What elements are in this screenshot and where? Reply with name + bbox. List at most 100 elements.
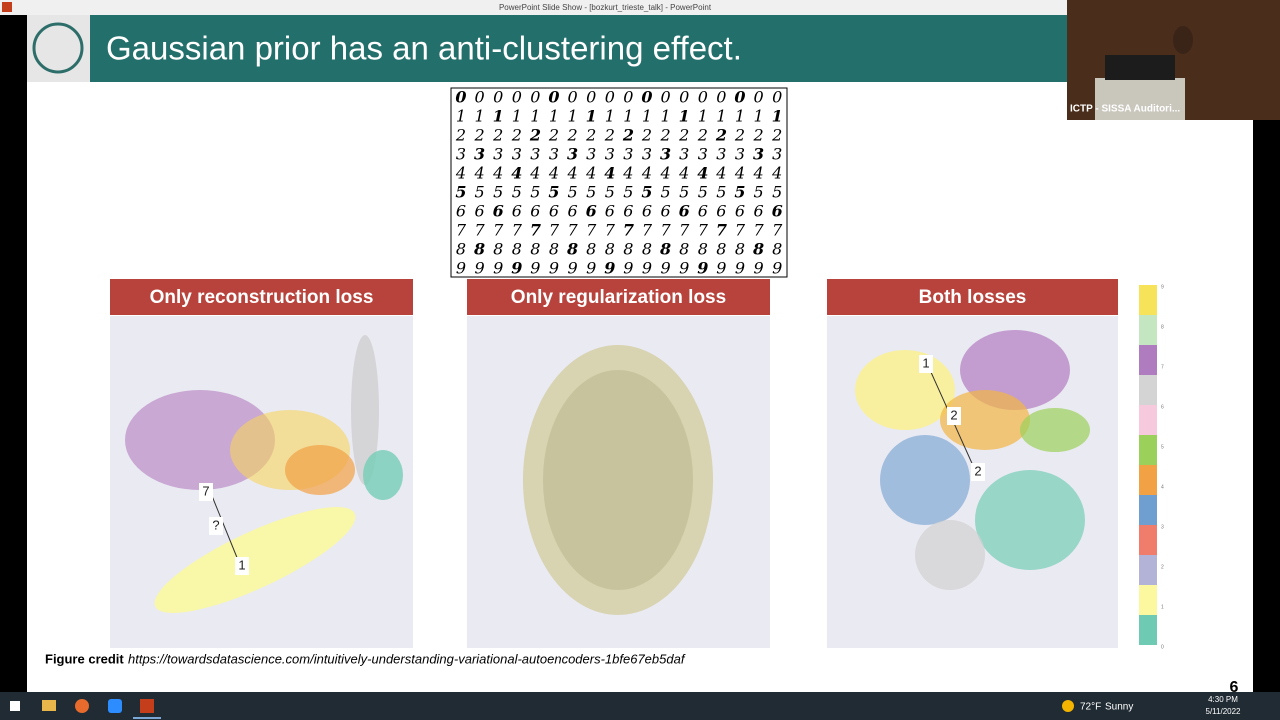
digit: 6: [623, 202, 633, 221]
digit: 1: [716, 107, 726, 126]
digit: 9: [716, 259, 726, 278]
digit: 4: [604, 164, 615, 183]
logo: [32, 22, 84, 74]
colorbar: [1139, 285, 1157, 645]
digit: 3: [679, 145, 689, 164]
digit: 0: [586, 88, 596, 107]
digit: 5: [493, 183, 503, 202]
panel-title: Only reconstruction loss: [150, 287, 374, 308]
colorbar-label: 9: [1161, 284, 1164, 290]
digit: 3: [474, 145, 485, 164]
title-bar: [90, 15, 1067, 82]
digit: 8: [659, 240, 671, 259]
digit: 8: [772, 240, 782, 259]
digit: 5: [548, 183, 559, 202]
digit: 6: [456, 202, 466, 221]
cluster: [1020, 408, 1090, 452]
digit: 5: [568, 183, 578, 202]
digit: 7: [772, 221, 783, 240]
digit: 1: [754, 107, 764, 126]
digit: 9: [754, 259, 764, 278]
digit: 5: [679, 183, 689, 202]
digit: 5: [623, 183, 633, 202]
monitor: [1105, 55, 1175, 80]
digit: 4: [641, 164, 652, 183]
digit: 0: [716, 88, 726, 107]
digit: 8: [530, 240, 540, 259]
annotation-box: [209, 517, 223, 535]
digit: 1: [456, 107, 466, 126]
panel-header: [827, 279, 1118, 315]
colorbar-label: 0: [1161, 644, 1164, 650]
digit: 2: [622, 126, 634, 145]
digit: 8: [512, 240, 522, 259]
digit: 9: [642, 259, 652, 278]
digit: 4: [585, 164, 596, 183]
digit: 1: [772, 107, 783, 126]
digit: 5: [530, 183, 540, 202]
annotation: 2: [950, 407, 957, 422]
panel-header: [110, 279, 413, 315]
digit: 1: [698, 107, 708, 126]
digit: 7: [493, 221, 504, 240]
digit: 6: [493, 202, 504, 221]
digit: 3: [698, 145, 708, 164]
annotation: 1: [922, 355, 929, 370]
digit: 0: [605, 88, 615, 107]
digit: 3: [735, 145, 745, 164]
annotation: 7: [202, 483, 209, 498]
digit: 1: [623, 107, 633, 126]
digit: 7: [456, 221, 467, 240]
digit: 7: [530, 221, 541, 240]
digit: 9: [456, 259, 466, 278]
digit: 0: [455, 88, 466, 107]
digit: 4: [511, 164, 522, 183]
digit: 6: [716, 202, 726, 221]
digit: 1: [605, 107, 615, 126]
digit: 4: [734, 164, 745, 183]
digit: 5: [734, 183, 745, 202]
digit: 2: [474, 126, 485, 145]
digit: 0: [772, 88, 782, 107]
explorer-icon[interactable]: [42, 700, 56, 711]
digit: 8: [586, 240, 596, 259]
digit: 7: [475, 221, 486, 240]
cluster: [975, 470, 1085, 570]
digit: 8: [493, 240, 503, 259]
cluster: [523, 345, 713, 615]
zoom-icon[interactable]: [108, 699, 122, 713]
credit-url[interactable]: https://towardsdatascience.com/intuitive…: [128, 651, 686, 666]
digit: 8: [605, 240, 615, 259]
digit: 4: [567, 164, 578, 183]
digit: 8: [716, 240, 726, 259]
annotation-box: [199, 483, 213, 501]
start-button[interactable]: [10, 701, 20, 711]
digit: 8: [642, 240, 652, 259]
cluster: [940, 390, 1030, 450]
powerpoint-icon[interactable]: [140, 699, 154, 713]
digit: 0: [641, 88, 652, 107]
digit: 8: [549, 240, 559, 259]
digit: 4: [753, 164, 764, 183]
digit: 7: [605, 221, 616, 240]
firefox-icon[interactable]: [75, 699, 89, 713]
digit: 6: [568, 202, 578, 221]
digit: 4: [548, 164, 559, 183]
digit: 3: [753, 145, 764, 164]
digit: 2: [529, 126, 541, 145]
digit: 4: [474, 164, 485, 183]
digit: 8: [456, 240, 466, 259]
digit: 3: [716, 145, 726, 164]
arrow: [211, 495, 239, 561]
digit: 3: [623, 145, 633, 164]
digit: 2: [548, 126, 559, 145]
panel-header: [467, 279, 770, 315]
digit: 0: [530, 88, 540, 107]
digit: 3: [512, 145, 522, 164]
speaker: [1173, 26, 1193, 54]
digit: 4: [697, 164, 708, 183]
weather: Sunny: [1105, 702, 1133, 713]
digit: 7: [754, 221, 765, 240]
cluster: [363, 450, 403, 500]
digit: 3: [530, 145, 540, 164]
